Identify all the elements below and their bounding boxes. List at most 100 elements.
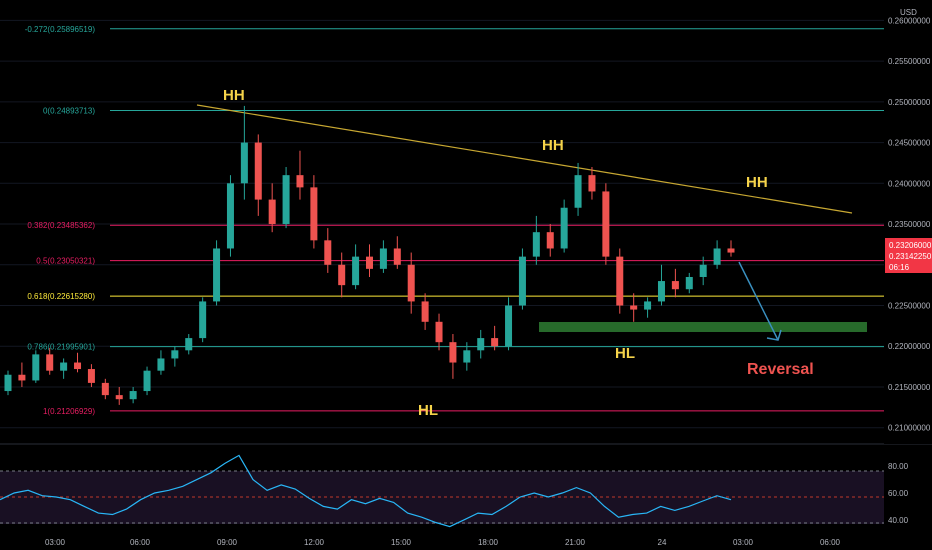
trendline[interactable] [196, 104, 853, 214]
rsi-axis[interactable]: 80.00 60.00 40.00 [888, 462, 909, 525]
candle-body [324, 240, 332, 265]
time-tick-label: 21:00 [565, 538, 586, 547]
candle-body [213, 248, 221, 302]
candle-body [630, 305, 638, 310]
label-hh-2[interactable]: HH [542, 137, 564, 154]
candle-body [477, 338, 485, 351]
time-tick-label: 06:00 [130, 538, 151, 547]
time-tick-label: 09:00 [217, 538, 238, 547]
rsi-line [0, 454, 732, 528]
candle-body [435, 321, 443, 343]
candle-body [491, 338, 499, 347]
rsi-tick-label: 40.00 [888, 516, 909, 525]
price-axis-bg [884, 0, 932, 444]
candle-body [602, 191, 610, 257]
candle-body [4, 374, 12, 392]
candle-body [18, 374, 26, 381]
candle-body [588, 175, 596, 192]
candle-body [282, 175, 290, 225]
candle-body [393, 248, 401, 265]
candle-body [505, 305, 513, 347]
label-hl-1[interactable]: HL [418, 402, 438, 419]
fib-level-label: 0.618(0.22615280) [27, 292, 95, 301]
candle-body [143, 370, 151, 392]
candle-body [379, 248, 387, 269]
rsi-pane [0, 443, 932, 524]
candle-body [421, 301, 429, 322]
label-hh-1[interactable]: HH [223, 87, 245, 104]
candle-body [268, 199, 276, 225]
candle-body [560, 207, 568, 249]
candle-body [338, 264, 346, 286]
candle-body [699, 264, 707, 277]
support-rectangle[interactable] [539, 322, 867, 332]
fib-level-label: 0(0.24893713) [43, 106, 95, 115]
rsi-band [0, 471, 884, 524]
candle-body [199, 301, 207, 339]
arrow-head [766, 329, 782, 341]
candle-body [115, 395, 123, 400]
candle-body [129, 391, 137, 400]
candle-body [296, 175, 304, 188]
price-tick-label: 0.25000000 [888, 98, 931, 107]
price-badge: 0.23206000 [889, 241, 932, 250]
price-badge-bg [885, 238, 932, 273]
price-tick-label: 0.26000000 [888, 16, 931, 25]
price-tick-label: 0.22500000 [888, 302, 931, 311]
fib-level-label: 1(0.21206929) [43, 407, 95, 416]
candle-body [546, 232, 554, 249]
time-tick-label: 24 [658, 538, 667, 547]
label-hh-3[interactable]: HH [746, 174, 768, 191]
label-hl-2[interactable]: HL [615, 345, 635, 362]
annotation-labels: HH HH HH HL HL Reversal [223, 87, 814, 419]
candle-body [32, 354, 40, 381]
price-tick-label: 0.24000000 [888, 179, 931, 188]
support-zone[interactable] [539, 322, 867, 332]
candle-body [574, 175, 582, 208]
currency-label: USD [900, 8, 917, 17]
candle-body [518, 256, 526, 306]
candle-body [171, 350, 179, 359]
candle-body [240, 142, 248, 184]
price-badge-2: 0.23142250 [889, 252, 932, 261]
label-reversal[interactable]: Reversal [747, 361, 814, 378]
descending-trendline[interactable] [196, 104, 853, 214]
candle-body [616, 256, 624, 306]
price-badges: 0.23206000 0.23142250 06:16 [885, 238, 932, 273]
fib-level-label: 0.5(0.23050321) [36, 257, 95, 266]
fib-level-label: 0.786(0.21995901) [27, 343, 95, 352]
fib-levels[interactable]: -0.272(0.25896519) 0(0.24893713) 0.382(0.2… [25, 25, 884, 416]
candle-body [644, 301, 652, 310]
candle-body [101, 382, 109, 396]
projection-arrow[interactable] [738, 261, 782, 341]
candle-body [449, 342, 457, 363]
time-tick-label: 06:00 [820, 538, 841, 547]
arrow-shaft[interactable] [738, 261, 779, 341]
candle-body [254, 142, 262, 200]
candle-body [46, 354, 54, 371]
time-tick-label: 15:00 [391, 538, 412, 547]
candle-body [727, 248, 735, 253]
time-tick-label: 03:00 [45, 538, 66, 547]
candle-body [463, 350, 471, 363]
candle-body [713, 248, 721, 265]
candle-body [532, 232, 540, 257]
candle-body [87, 369, 95, 383]
candle-body [60, 362, 68, 371]
time-tick-label: 12:00 [304, 538, 325, 547]
rsi-tick-label: 60.00 [888, 489, 909, 498]
price-tick-label: 0.22000000 [888, 342, 931, 351]
candle-body [74, 362, 82, 370]
candle-body [657, 281, 665, 302]
countdown-badge: 06:16 [889, 263, 910, 272]
time-tick-label: 03:00 [733, 538, 754, 547]
candle-body [157, 358, 165, 371]
candle-body [310, 187, 318, 241]
price-axis[interactable]: USD 0.26000000 0.25500000 0.25000000 0.2450… [884, 0, 932, 444]
price-tick-label: 0.21500000 [888, 383, 931, 392]
time-axis[interactable]: 03:00 06:00 09:00 12:00 15:00 18:00 21:00 24 03:… [45, 538, 841, 547]
time-tick-label: 18:00 [478, 538, 499, 547]
fib-level-label: -0.272(0.25896519) [25, 25, 96, 34]
candles [4, 105, 735, 405]
